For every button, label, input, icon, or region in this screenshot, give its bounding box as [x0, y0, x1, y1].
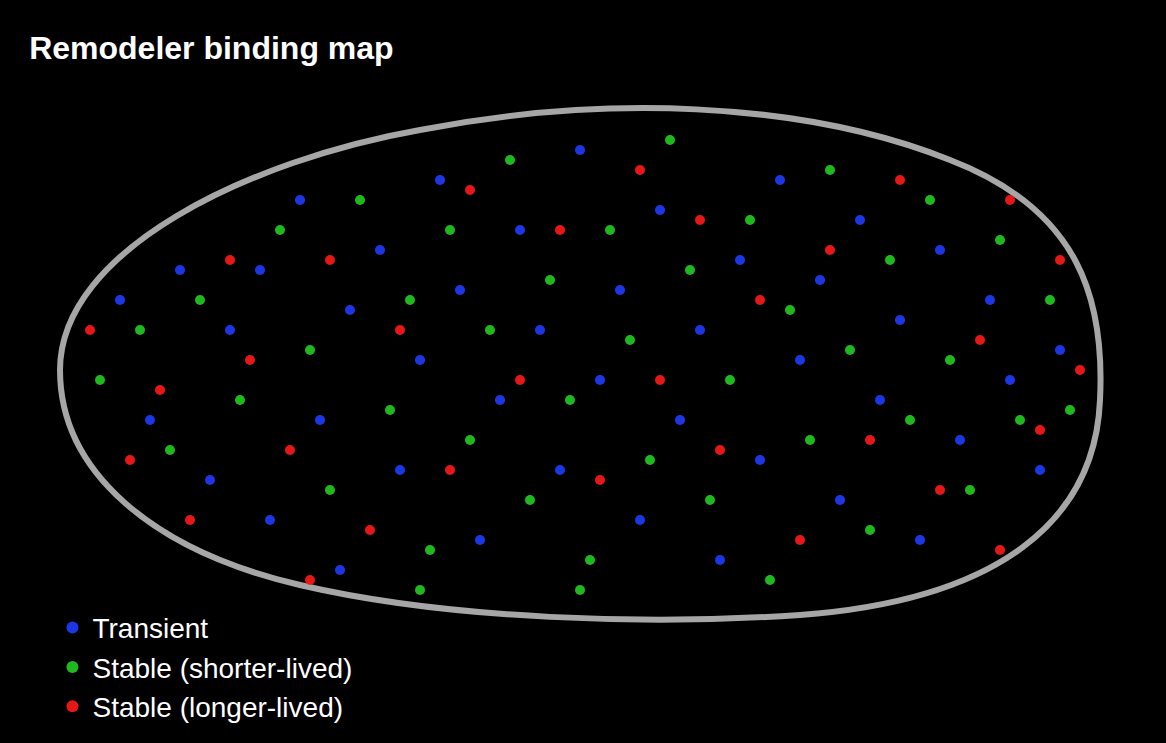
svg-text:Stable (longer-lived): Stable (longer-lived): [92, 692, 343, 723]
svg-text:Stable (shorter-lived): Stable (shorter-lived): [92, 653, 352, 684]
svg-text:Remodeler binding map: Remodeler binding map: [29, 30, 393, 66]
svg-text:Transient: Transient: [92, 613, 208, 644]
